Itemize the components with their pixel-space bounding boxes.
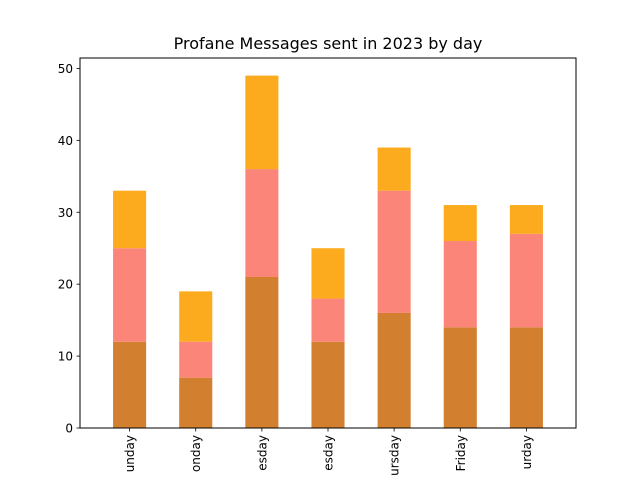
bar-saturday-segment-3 — [509, 205, 543, 234]
chart-title: Profane Messages sent in 2023 by day — [174, 34, 483, 53]
y-axis: 0 10 20 30 40 50 — [58, 62, 80, 436]
bar-friday-segment-1 — [443, 327, 477, 428]
bar-monday-segment-2 — [179, 341, 213, 378]
bar-sunday-segment-3 — [113, 190, 147, 249]
bar-wednesday-segment-1 — [311, 341, 345, 428]
bar-tuesday-segment-3 — [245, 75, 279, 170]
x-tick-label: esday — [255, 435, 269, 471]
x-axis: unday onday esday esday ursday Friday urday — [123, 428, 534, 476]
bar-wednesday-segment-2 — [311, 298, 345, 342]
bar-friday-segment-3 — [443, 205, 477, 242]
x-tick-label: esday — [322, 435, 336, 471]
x-tick-label: Friday — [454, 435, 468, 471]
y-tick-label: 0 — [65, 422, 73, 436]
y-tick-label: 20 — [58, 278, 73, 292]
bar-tuesday-segment-1 — [245, 276, 279, 428]
bar-monday-segment-1 — [179, 377, 213, 428]
bar-tuesday-segment-2 — [245, 169, 279, 277]
plot-frame — [79, 57, 577, 429]
bar-sunday-segment-1 — [113, 341, 147, 428]
bar-thursday-segment-1 — [377, 312, 411, 428]
bars-layer — [113, 75, 543, 428]
y-tick-label: 30 — [58, 206, 73, 220]
x-tick-label: ursday — [388, 435, 402, 476]
y-tick-label: 40 — [58, 134, 73, 148]
bar-saturday-segment-1 — [509, 327, 543, 428]
bar-thursday-segment-3 — [377, 147, 411, 191]
bar-thursday-segment-2 — [377, 190, 411, 313]
bar-wednesday-segment-3 — [311, 248, 345, 299]
bar-friday-segment-2 — [443, 241, 477, 328]
y-tick-label: 50 — [58, 62, 73, 76]
bar-monday-segment-3 — [179, 291, 213, 342]
bar-sunday-segment-2 — [113, 248, 147, 342]
x-tick-label: unday — [123, 435, 137, 472]
y-tick-label: 10 — [58, 350, 73, 364]
bar-saturday-segment-2 — [509, 233, 543, 328]
x-tick-label: onday — [189, 435, 203, 472]
x-tick-label: urday — [520, 435, 534, 469]
